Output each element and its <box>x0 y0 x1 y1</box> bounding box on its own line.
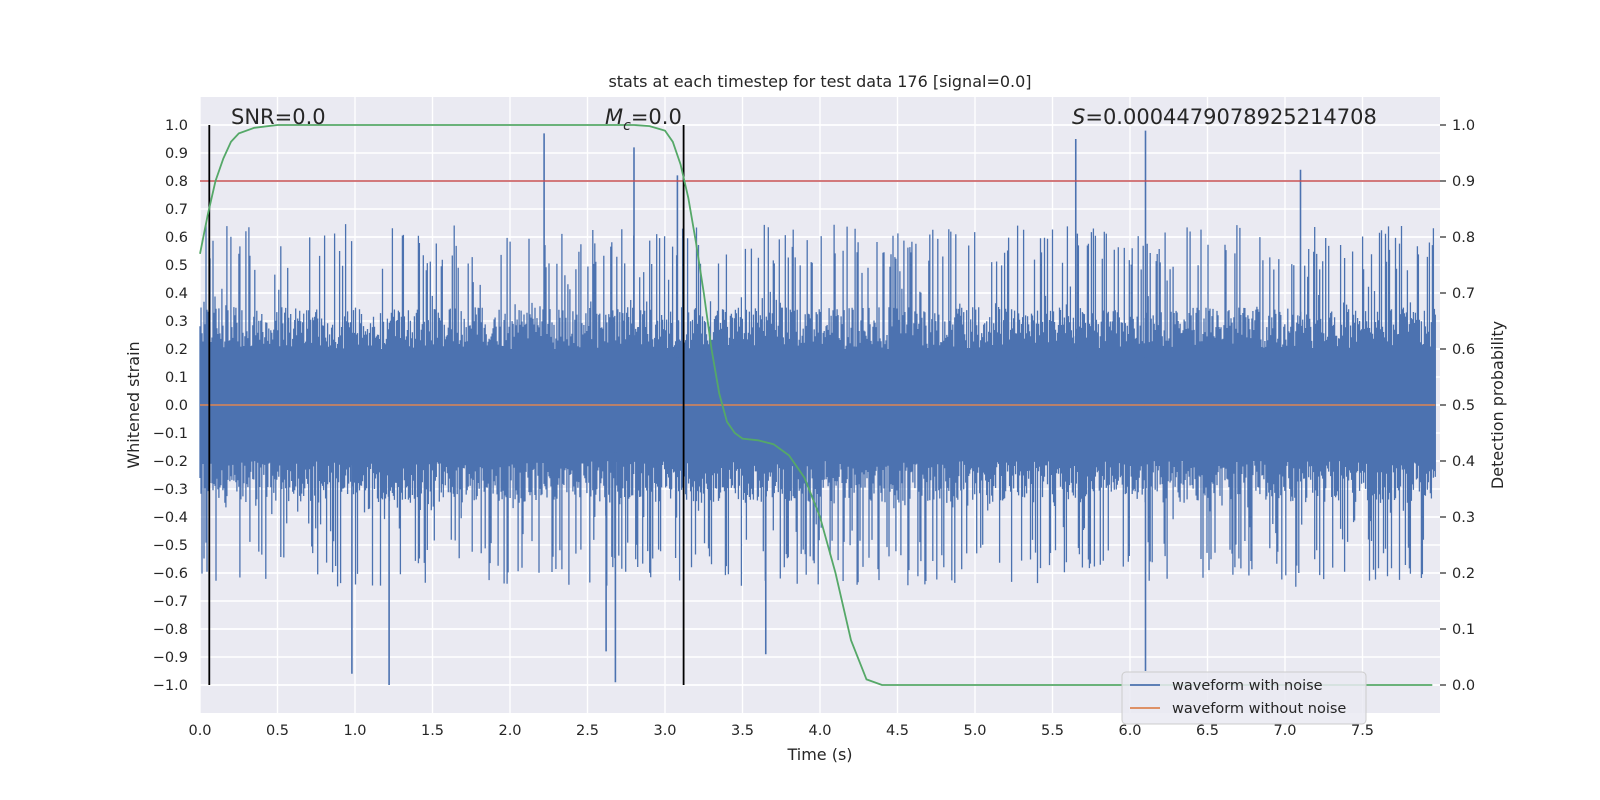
y-tick-label: −0.6 <box>153 566 188 582</box>
x-tick-label: 0.0 <box>188 723 211 739</box>
y-tick-label: 0.3 <box>165 314 188 330</box>
annotation-snr: SNR=0.0 <box>231 105 326 129</box>
y2-axis-ticks: 1.0 0.9 0.8 0.7 0.6 0.5 0.4 0.3 0.2 0.1 0.0 <box>1440 118 1475 694</box>
x-axis-label: Time (s) <box>786 745 852 764</box>
x-tick-label: 3.0 <box>653 723 676 739</box>
y2-tick-label: 0.5 <box>1452 398 1475 414</box>
y2-tick-label: 0.2 <box>1452 566 1475 582</box>
y-tick-label: −0.4 <box>153 510 188 526</box>
annotation-s-value: =0.0004479078925214708 <box>1085 105 1377 129</box>
x-tick-label: 6.0 <box>1118 723 1141 739</box>
y2-axis-label: Detection probability <box>1488 321 1507 489</box>
annotation-chirp-mass-value: =0.0 <box>631 105 682 129</box>
x-tick-label: 2.5 <box>576 723 599 739</box>
y-tick-label: −0.3 <box>153 482 188 498</box>
x-tick-label: 0.5 <box>266 723 289 739</box>
y-tick-label: 0.6 <box>165 230 188 246</box>
y2-tick-label: 0.8 <box>1452 230 1475 246</box>
y2-tick-label: 0.1 <box>1452 622 1475 638</box>
x-axis-ticks: 0.0 0.5 1.0 1.5 2.0 2.5 3.0 3.5 4.0 4.5 5.0 5.5 6.0 6… <box>188 723 1374 739</box>
x-tick-label: 3.5 <box>731 723 754 739</box>
y2-tick-label: 0.6 <box>1452 342 1475 358</box>
x-tick-label: 7.0 <box>1273 723 1296 739</box>
y-tick-label: −0.5 <box>153 538 188 554</box>
y-tick-label: −0.8 <box>153 622 188 638</box>
annotation-chirp-mass-subscript: c <box>623 118 631 134</box>
y2-tick-label: 0.0 <box>1452 678 1475 694</box>
x-tick-label: 4.5 <box>886 723 909 739</box>
y-tick-label: 0.2 <box>165 342 188 358</box>
y-tick-label: 0.4 <box>165 286 188 302</box>
annotation-s-statistic: S=0.0004479078925214708 <box>1072 105 1377 129</box>
y2-tick-label: 1.0 <box>1452 118 1475 134</box>
legend-label-waveform-without-noise: waveform without noise <box>1172 701 1346 717</box>
series-lines <box>199 124 1440 686</box>
y2-tick-label: 0.9 <box>1452 174 1475 190</box>
y-axis-ticks: 1.0 0.9 0.8 0.7 0.6 0.5 0.4 0.3 0.2 0.1 0.0 −0.1 −0.… <box>153 118 188 694</box>
y-axis-label: Whitened strain <box>124 341 143 468</box>
x-tick-label: 1.0 <box>343 723 366 739</box>
chart-title: stats at each timestep for test data 176… <box>608 72 1031 91</box>
series-detection-probability <box>199 124 1433 686</box>
x-tick-label: 7.5 <box>1351 723 1374 739</box>
y-tick-label: 0.9 <box>165 146 188 162</box>
annotation-s-symbol: S <box>1072 105 1085 129</box>
y-tick-label: 0.7 <box>165 202 188 218</box>
y-tick-label: −0.2 <box>153 454 188 470</box>
y-tick-label: 0.0 <box>165 398 188 414</box>
y-tick-label: 1.0 <box>165 118 188 134</box>
x-tick-label: 2.0 <box>498 723 521 739</box>
x-tick-label: 1.5 <box>421 723 444 739</box>
annotation-chirp-mass: Mc=0.0 <box>605 105 682 134</box>
y2-tick-label: 0.7 <box>1452 286 1475 302</box>
y2-tick-label: 0.4 <box>1452 454 1475 470</box>
x-tick-label: 4.0 <box>808 723 831 739</box>
legend: waveform with noise waveform without noi… <box>1121 671 1367 725</box>
y-tick-label: 0.5 <box>165 258 188 274</box>
x-tick-label: 6.5 <box>1196 723 1219 739</box>
legend-label-waveform-with-noise: waveform with noise <box>1172 678 1323 694</box>
x-tick-label: 5.0 <box>963 723 986 739</box>
y-tick-label: −1.0 <box>153 678 188 694</box>
y-tick-label: 0.8 <box>165 174 188 190</box>
y-tick-label: −0.1 <box>153 426 188 442</box>
y-tick-label: −0.7 <box>153 594 188 610</box>
y-tick-label: −0.9 <box>153 650 188 666</box>
y-tick-label: 0.1 <box>165 370 188 386</box>
x-tick-label: 5.5 <box>1041 723 1064 739</box>
y2-tick-label: 0.3 <box>1452 510 1475 526</box>
annotation-chirp-mass-symbol: M <box>605 105 623 129</box>
legend-box <box>1121 671 1367 725</box>
